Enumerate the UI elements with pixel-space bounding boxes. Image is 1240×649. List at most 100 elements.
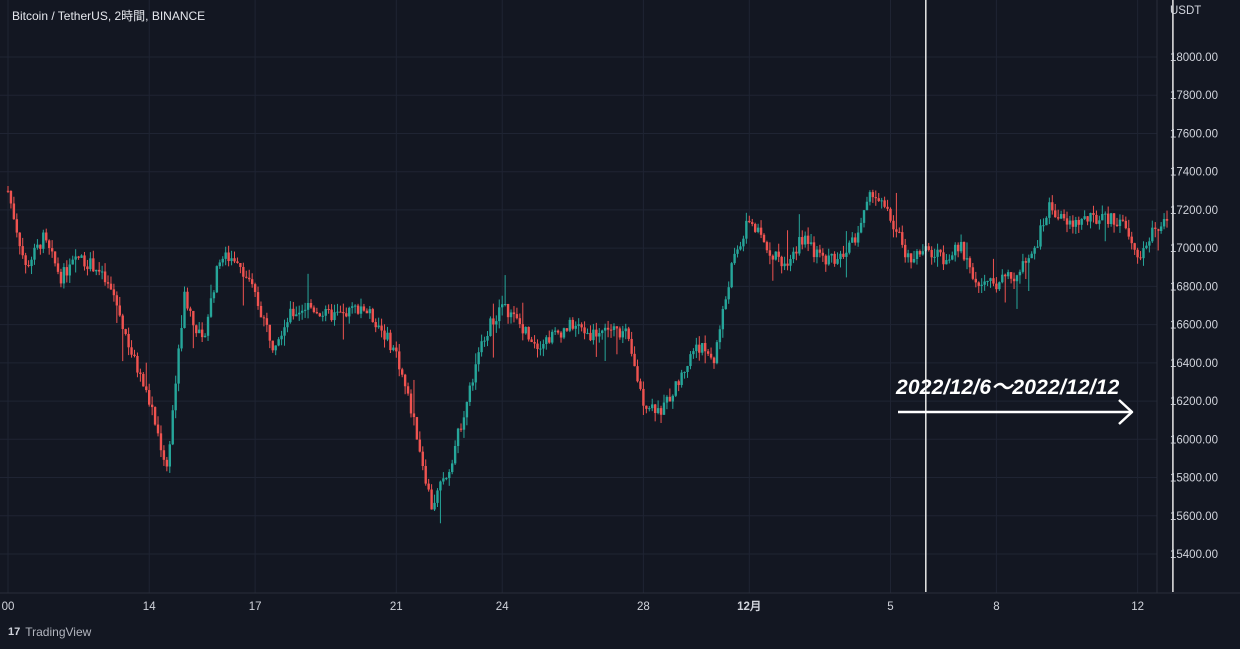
candle-body: [1045, 217, 1048, 226]
candle-body: [648, 408, 651, 410]
candle-body: [1130, 236, 1133, 244]
candle-body: [1156, 228, 1160, 231]
candle-body: [474, 364, 477, 383]
date-range-annotation: 2022/12/6～2022/12/12: [896, 376, 1120, 399]
candle-body: [721, 309, 725, 330]
candle-body: [592, 329, 595, 341]
candle-body: [336, 311, 339, 313]
candle-body: [368, 309, 372, 314]
candle-body: [583, 327, 586, 334]
candle-body: [677, 381, 680, 386]
candle-body: [406, 386, 410, 394]
candle-body: [150, 404, 154, 408]
symbol-title[interactable]: Bitcoin / TetherUS, 2時間, BINANCE: [12, 9, 206, 23]
candle-body: [686, 366, 689, 372]
y-tick-label: 16600.00: [1170, 320, 1218, 332]
candle-body: [283, 327, 286, 336]
candle-body: [904, 244, 907, 258]
candle-body: [83, 255, 86, 267]
candle-body: [362, 306, 366, 311]
candle-body: [212, 292, 216, 299]
candle-body: [577, 324, 580, 326]
candle-body: [230, 258, 233, 262]
candle-body: [1104, 213, 1107, 215]
candle-body: [36, 244, 39, 248]
candle-body: [418, 439, 422, 452]
candle-body: [630, 338, 633, 354]
candle-body: [974, 278, 978, 283]
candle-body: [412, 413, 416, 418]
candle-body: [918, 251, 922, 255]
candle-body: [1077, 219, 1080, 225]
candle-body: [1127, 228, 1130, 237]
candle-body: [827, 255, 830, 265]
candle-body: [1121, 219, 1125, 221]
candle-body: [1059, 214, 1063, 219]
candle-body: [948, 259, 951, 261]
candle-body: [680, 372, 683, 386]
candle-body: [521, 324, 524, 334]
candle-body: [562, 328, 566, 338]
candle-body: [818, 249, 822, 253]
candle-body: [601, 330, 604, 334]
candle-body: [701, 343, 704, 353]
candle-body: [403, 374, 407, 387]
candle-body: [321, 315, 324, 317]
candle-body: [542, 343, 545, 349]
candle-body: [330, 309, 333, 321]
candle-body: [1039, 225, 1042, 247]
candle-body: [518, 318, 522, 325]
y-tick-label: 15600.00: [1170, 511, 1218, 523]
candle-body: [830, 253, 833, 256]
candle-body: [774, 251, 777, 260]
candle-body: [627, 328, 630, 339]
candle-body: [95, 269, 98, 272]
candle-body: [606, 327, 610, 330]
candle-body: [100, 271, 104, 273]
candle-body: [695, 344, 698, 352]
candle-body: [609, 329, 613, 331]
candle-body: [909, 253, 913, 263]
candle-body: [356, 305, 360, 314]
candle-body: [318, 313, 322, 317]
brand-name: TradingView: [25, 625, 92, 639]
candle-body: [556, 330, 560, 333]
y-tick-label: 16800.00: [1170, 281, 1218, 293]
candle-body: [400, 369, 404, 375]
x-tick-label: 14: [143, 601, 156, 613]
price-axis[interactable]: 15400.00 15600.00 15800.00 16000.00 16200.00…: [1170, 52, 1218, 561]
candle-body: [89, 258, 92, 270]
candle-body: [180, 327, 183, 349]
candle-body: [718, 329, 722, 343]
candle-body: [265, 318, 269, 325]
candle-body: [1027, 258, 1030, 263]
candle-body: [462, 417, 466, 430]
y-tick-label: 17600.00: [1170, 128, 1218, 140]
candle-body: [998, 282, 1001, 290]
candle-body: [433, 502, 436, 510]
candle-body: [756, 227, 760, 232]
candle-body: [365, 310, 369, 314]
candle-body: [218, 262, 221, 267]
time-axis[interactable]: 00 14 17 21 24 28 12月 5 8 12: [2, 600, 1144, 613]
candle-body: [983, 281, 986, 285]
candle-body: [398, 351, 401, 370]
candle-body: [145, 386, 148, 391]
candle-body: [206, 316, 210, 336]
candle-body: [295, 314, 298, 317]
candle-body: [545, 337, 548, 344]
candle-body: [71, 259, 74, 265]
candle-body: [303, 309, 307, 311]
candle-body: [233, 258, 236, 262]
candle-body: [109, 283, 113, 290]
candle-body: [1124, 220, 1128, 229]
candle-body: [480, 341, 483, 353]
candle-body: [768, 250, 772, 256]
tradingview-brand[interactable]: 17 TradingView: [8, 625, 91, 639]
candle-body: [442, 478, 445, 482]
candle-body: [277, 339, 280, 346]
candle-body: [1136, 249, 1139, 258]
candle-body: [595, 329, 598, 337]
